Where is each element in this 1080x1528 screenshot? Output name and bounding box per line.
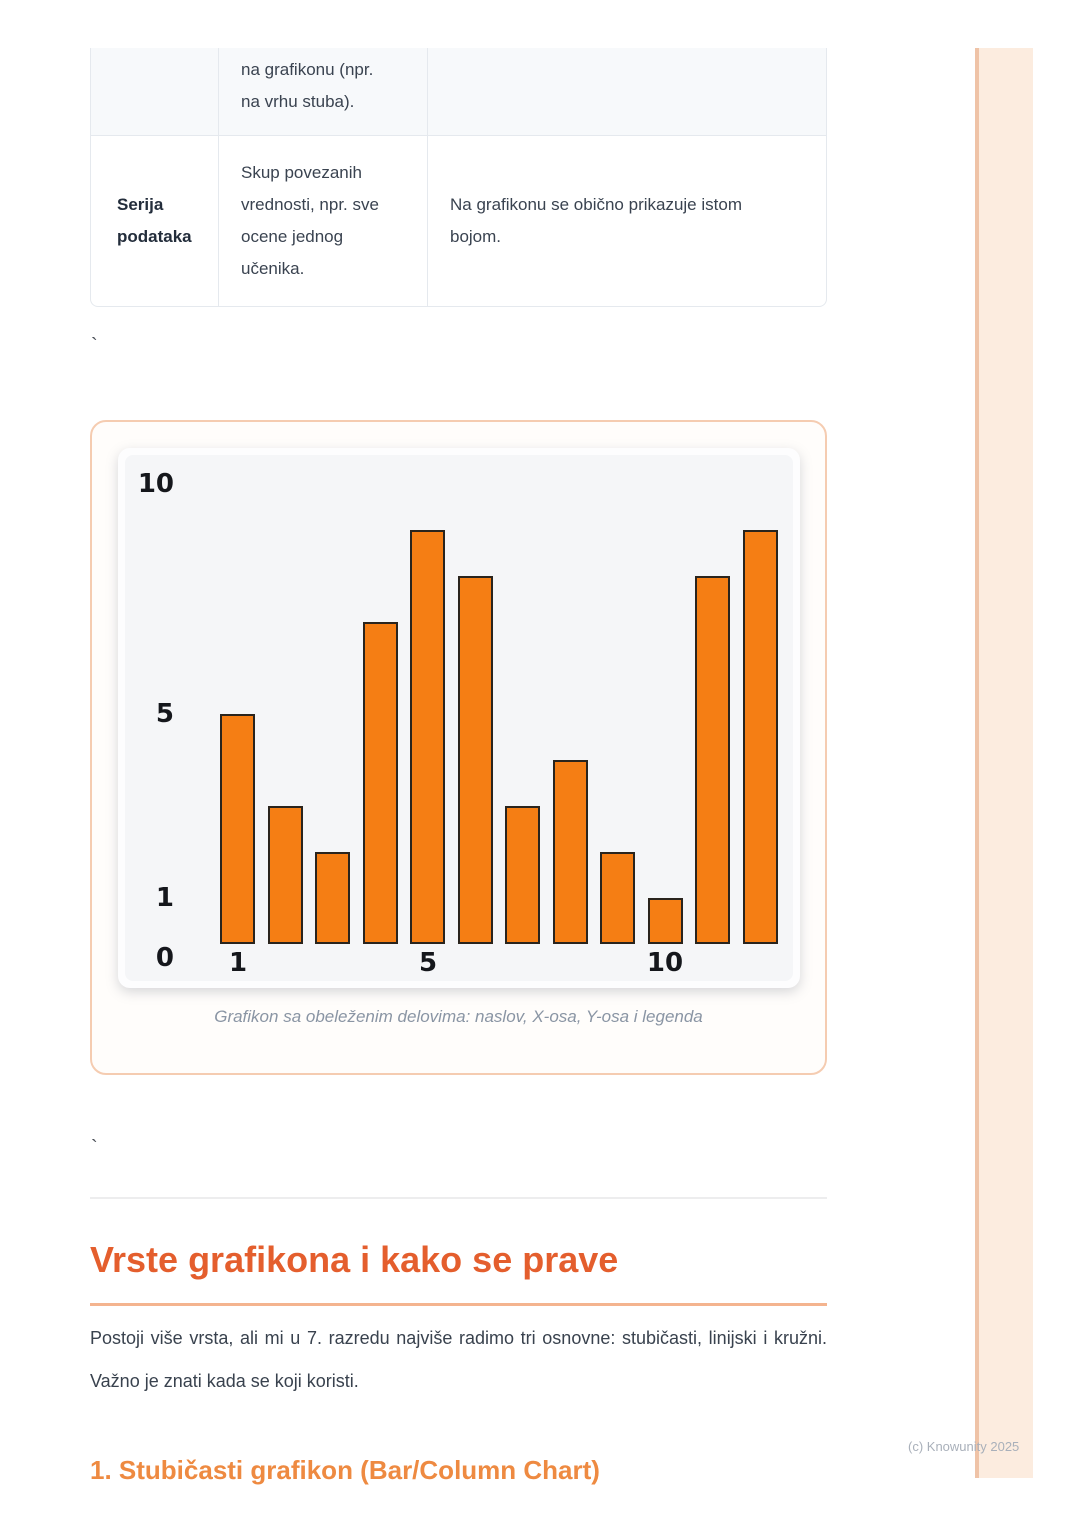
sub-heading: 1. Stubičasti grafikon (Bar/Column Chart… bbox=[90, 1455, 600, 1485]
bar bbox=[458, 576, 493, 944]
table-cell-definition-row1: na grafikonu (npr. na vrhu stuba). bbox=[219, 48, 428, 136]
bar bbox=[743, 530, 778, 944]
stray-backtick-bottom: ` bbox=[91, 1137, 98, 1159]
y-axis-tick-label: 1 bbox=[155, 883, 174, 913]
section-divider bbox=[90, 1197, 827, 1199]
bar bbox=[505, 806, 540, 944]
bar bbox=[220, 714, 255, 944]
bar bbox=[553, 760, 588, 944]
bar bbox=[410, 530, 445, 944]
bar bbox=[268, 806, 303, 944]
table-cell-term-row1 bbox=[91, 48, 219, 136]
table-cell-note-row1 bbox=[428, 48, 826, 136]
bar bbox=[363, 622, 398, 944]
bar bbox=[648, 898, 683, 944]
definition-table: na grafikonu (npr. na vrhu stuba). Serij… bbox=[90, 48, 827, 307]
y-axis-tick-label: 5 bbox=[155, 699, 174, 729]
section-paragraph: Postoji više vrsta, ali mi u 7. razredu … bbox=[90, 1328, 827, 1391]
bar bbox=[600, 852, 635, 944]
bar-chart: 10 5 1 0 1 5 10 bbox=[118, 448, 800, 988]
heading-underline bbox=[90, 1303, 827, 1306]
x-axis-tick-label: 10 bbox=[646, 948, 684, 978]
section-heading: Vrste grafikona i kako se prave bbox=[90, 1239, 619, 1280]
stray-backtick-top: ` bbox=[91, 335, 98, 357]
figure-caption: Grafikon sa obeleženim delovima: naslov,… bbox=[214, 1007, 703, 1026]
figure-container: 10 5 1 0 1 5 10 Grafikon sa obeleženim delovim… bbox=[90, 420, 827, 1075]
x-axis-tick-label: 1 bbox=[228, 948, 248, 978]
table-cell-term-row2: Serija podataka bbox=[91, 136, 219, 306]
page-edge-stripe bbox=[975, 48, 1033, 1478]
y-axis-tick-label: 10 bbox=[137, 469, 174, 499]
table-cell-note-row2: Na grafikonu se obično prikazuje istom b… bbox=[450, 195, 742, 246]
copyright-notice: (c) Knowunity 2025 bbox=[908, 1439, 1020, 1454]
bar bbox=[695, 576, 730, 944]
y-axis-tick-label: 0 bbox=[155, 943, 174, 973]
x-axis-tick-label: 5 bbox=[418, 948, 438, 978]
table-cell-definition-row2: Skup povezanih vrednosti, npr. sve ocene… bbox=[219, 136, 428, 306]
bar bbox=[315, 852, 350, 944]
